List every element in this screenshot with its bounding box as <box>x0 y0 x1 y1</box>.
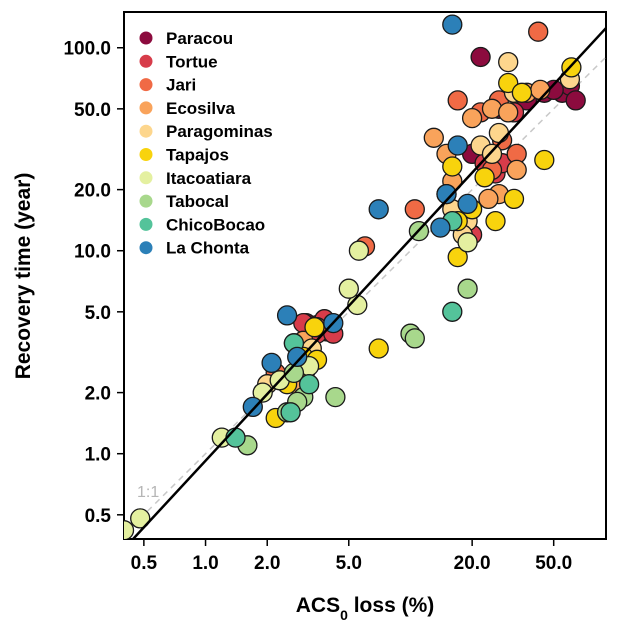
data-point-tabocal-2 <box>457 278 478 299</box>
legend-marker-chicobocao <box>139 217 153 231</box>
regression-line <box>131 27 606 539</box>
legend-marker-itacoatiara <box>139 171 153 185</box>
legend-marker-jari <box>139 78 153 92</box>
data-point-jari-4 <box>528 21 549 42</box>
legend-marker-ecosilva <box>139 101 153 115</box>
data-point-la-chonta-3 <box>436 183 457 205</box>
y-tick-label-0: 0.5 <box>85 506 112 527</box>
legend-label-chicobocao: ChicoBocao <box>166 215 265 234</box>
legend-label-paracou: Paracou <box>166 29 233 48</box>
fit-line-layer <box>131 27 606 539</box>
x-tick-label-3: 5.0 <box>336 553 362 574</box>
data-point-ecosilva-0 <box>423 127 444 148</box>
legend-label-tabocal: Tabocal <box>166 192 229 211</box>
data-point-la-chonta-2 <box>368 199 389 220</box>
data-point-paragominas-0 <box>498 51 519 73</box>
data-point-paracou-6 <box>565 90 586 111</box>
y-tick-label-6: 50.0 <box>74 100 111 121</box>
data-point-tapajos-7 <box>447 246 468 268</box>
data-point-tapajos-3 <box>503 188 525 210</box>
reference-line-layer <box>124 56 606 536</box>
data-point-tapajos-1 <box>511 82 533 103</box>
legend-label-la-chonta: La Chonta <box>166 239 250 258</box>
data-point-tapajos-2 <box>534 149 555 171</box>
data-point-chicobocao-0 <box>225 427 246 448</box>
legend-label-tapajos: Tapajos <box>166 146 229 165</box>
legend-label-jari: Jari <box>166 76 196 95</box>
data-point-tapajos-5 <box>474 167 495 188</box>
y-tick-label-1: 1.0 <box>85 445 111 466</box>
points-layer <box>124 14 586 539</box>
x-axis-title: ACS0 loss (%) <box>296 594 435 623</box>
x-tick-label-2: 2.0 <box>254 553 280 574</box>
data-point-la-chonta-5 <box>457 193 478 215</box>
data-point-itacoatiara-7 <box>348 240 370 261</box>
data-point-tabocal-5 <box>325 386 346 408</box>
data-point-ecosilva-2 <box>461 107 483 129</box>
legend-marker-paragominas <box>139 124 153 138</box>
data-point-ecosilva-9 <box>530 79 551 101</box>
x-tick-label-0: 0.5 <box>131 553 158 574</box>
legend-marker-paracou <box>139 31 153 45</box>
data-point-la-chonta-6 <box>276 305 298 326</box>
y-tick-label-5: 20.0 <box>74 181 111 202</box>
x-tick-label-1: 1.0 <box>192 553 218 574</box>
data-point-itacoatiara-8 <box>124 520 135 539</box>
legend-label-paragominas: Paragominas <box>166 122 273 141</box>
data-point-la-chonta-1 <box>447 135 468 156</box>
legend-marker-tapajos <box>139 148 153 161</box>
data-point-tapajos-10 <box>368 338 389 359</box>
data-point-tapajos-4 <box>485 210 506 232</box>
legend-marker-tabocal <box>139 194 153 208</box>
data-point-paracou-0 <box>470 46 491 68</box>
plot-frame <box>123 11 607 540</box>
y-tick-label-3: 5.0 <box>85 303 111 324</box>
legend-marker-la-chonta <box>139 241 153 255</box>
data-point-tapajos-0 <box>498 72 519 94</box>
y-axis-title: Recovery time (year) <box>12 173 35 380</box>
data-point-la-chonta-4 <box>430 217 451 238</box>
data-point-jari-5 <box>404 199 425 220</box>
x-tick-label-5: 50.0 <box>535 553 572 574</box>
data-point-la-chonta-8 <box>261 352 282 374</box>
data-point-tapajos-13 <box>304 317 325 338</box>
data-point-ecosilva-7 <box>478 188 499 210</box>
legend-marker-tortue <box>139 54 153 68</box>
data-point-chicobocao-1 <box>298 374 320 395</box>
x-tick-label-4: 20.0 <box>454 553 491 574</box>
data-point-itacoatiara-2 <box>252 382 273 403</box>
data-point-chicobocao-2 <box>442 301 463 322</box>
data-point-itacoatiara-6 <box>338 278 359 299</box>
y-tick-label-2: 2.0 <box>85 384 111 405</box>
data-point-ecosilva-5 <box>506 159 527 181</box>
axes-layer: 0.5 1.0 2.0 5.0 20.0 50.0 0.5 1.0 2.0 5.0 10.0 20.0… <box>63 39 572 574</box>
data-point-la-chonta-10 <box>287 346 308 368</box>
data-point-la-chonta-9 <box>242 396 263 418</box>
data-point-paragominas-3 <box>488 122 510 144</box>
data-point-ecosilva-4 <box>498 102 519 123</box>
data-point-itacoatiara-0 <box>130 508 151 529</box>
legend-label-tortue: Tortue <box>166 52 218 71</box>
legend-label-ecosilva: Ecosilva <box>166 99 236 118</box>
data-point-jari-0 <box>447 90 468 111</box>
legend: Paracou Tortue Jari Ecosilva Paragominas Tapa… <box>139 29 273 258</box>
legend-label-itacoatiara: Itacoatiara <box>166 169 252 188</box>
y-tick-label-7: 100.0 <box>63 39 111 60</box>
data-point-itacoatiara-9 <box>457 232 478 253</box>
data-point-paragominas-8 <box>481 143 503 165</box>
reference-line-1-1 <box>124 56 606 536</box>
data-point-tapajos-9 <box>442 156 463 177</box>
data-point-tabocal-1 <box>404 328 425 349</box>
data-point-chicobocao-5 <box>280 402 301 423</box>
data-point-la-chonta-0 <box>442 14 463 35</box>
reference-line-label: 1:1 <box>137 484 159 501</box>
y-tick-label-4: 10.0 <box>74 242 111 263</box>
